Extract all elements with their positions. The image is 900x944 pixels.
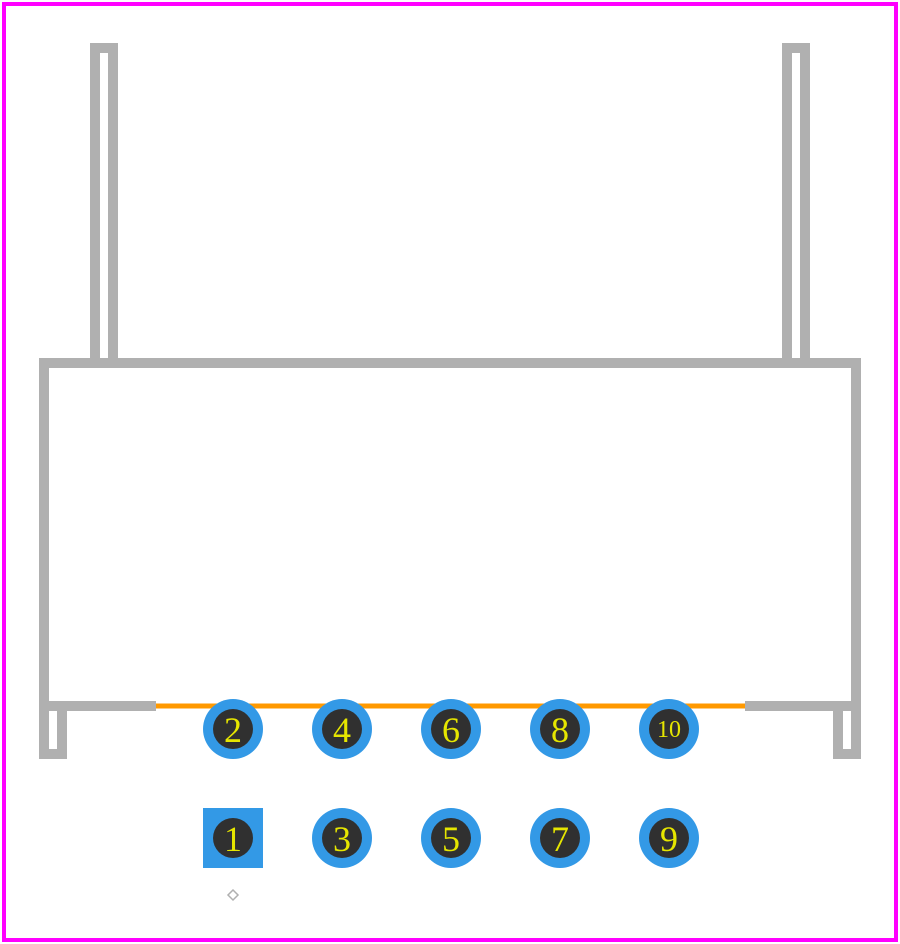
pad-label: 1 (224, 819, 242, 859)
pad-2: 2 (203, 699, 263, 759)
pad-9: 9 (639, 808, 699, 868)
pad-7: 7 (530, 808, 590, 868)
pad-1: 1 (203, 808, 263, 868)
pad-label: 5 (442, 819, 460, 859)
pad-label: 6 (442, 710, 460, 750)
bounding-frame (4, 4, 896, 940)
outline-left-post (95, 48, 113, 363)
pad-6: 6 (421, 699, 481, 759)
pad-label: 9 (660, 819, 678, 859)
pad-3: 3 (312, 808, 372, 868)
pad-label: 2 (224, 710, 242, 750)
pad-4: 4 (312, 699, 372, 759)
pad-label: 4 (333, 710, 351, 750)
outline-body (44, 363, 856, 706)
pad-8: 8 (530, 699, 590, 759)
pad-label: 7 (551, 819, 569, 859)
outline-left-tab (44, 706, 62, 754)
outline-right-post (787, 48, 805, 363)
footprint-canvas: 1 2 3 4 5 6 7 8 9 10 (0, 0, 900, 944)
pad-label: 8 (551, 710, 569, 750)
pad-label: 3 (333, 819, 351, 859)
pad-5: 5 (421, 808, 481, 868)
pad-label: 10 (657, 717, 681, 743)
outline-right-tab (838, 706, 856, 754)
origin-marker (228, 890, 238, 900)
pad-10: 10 (639, 699, 699, 759)
